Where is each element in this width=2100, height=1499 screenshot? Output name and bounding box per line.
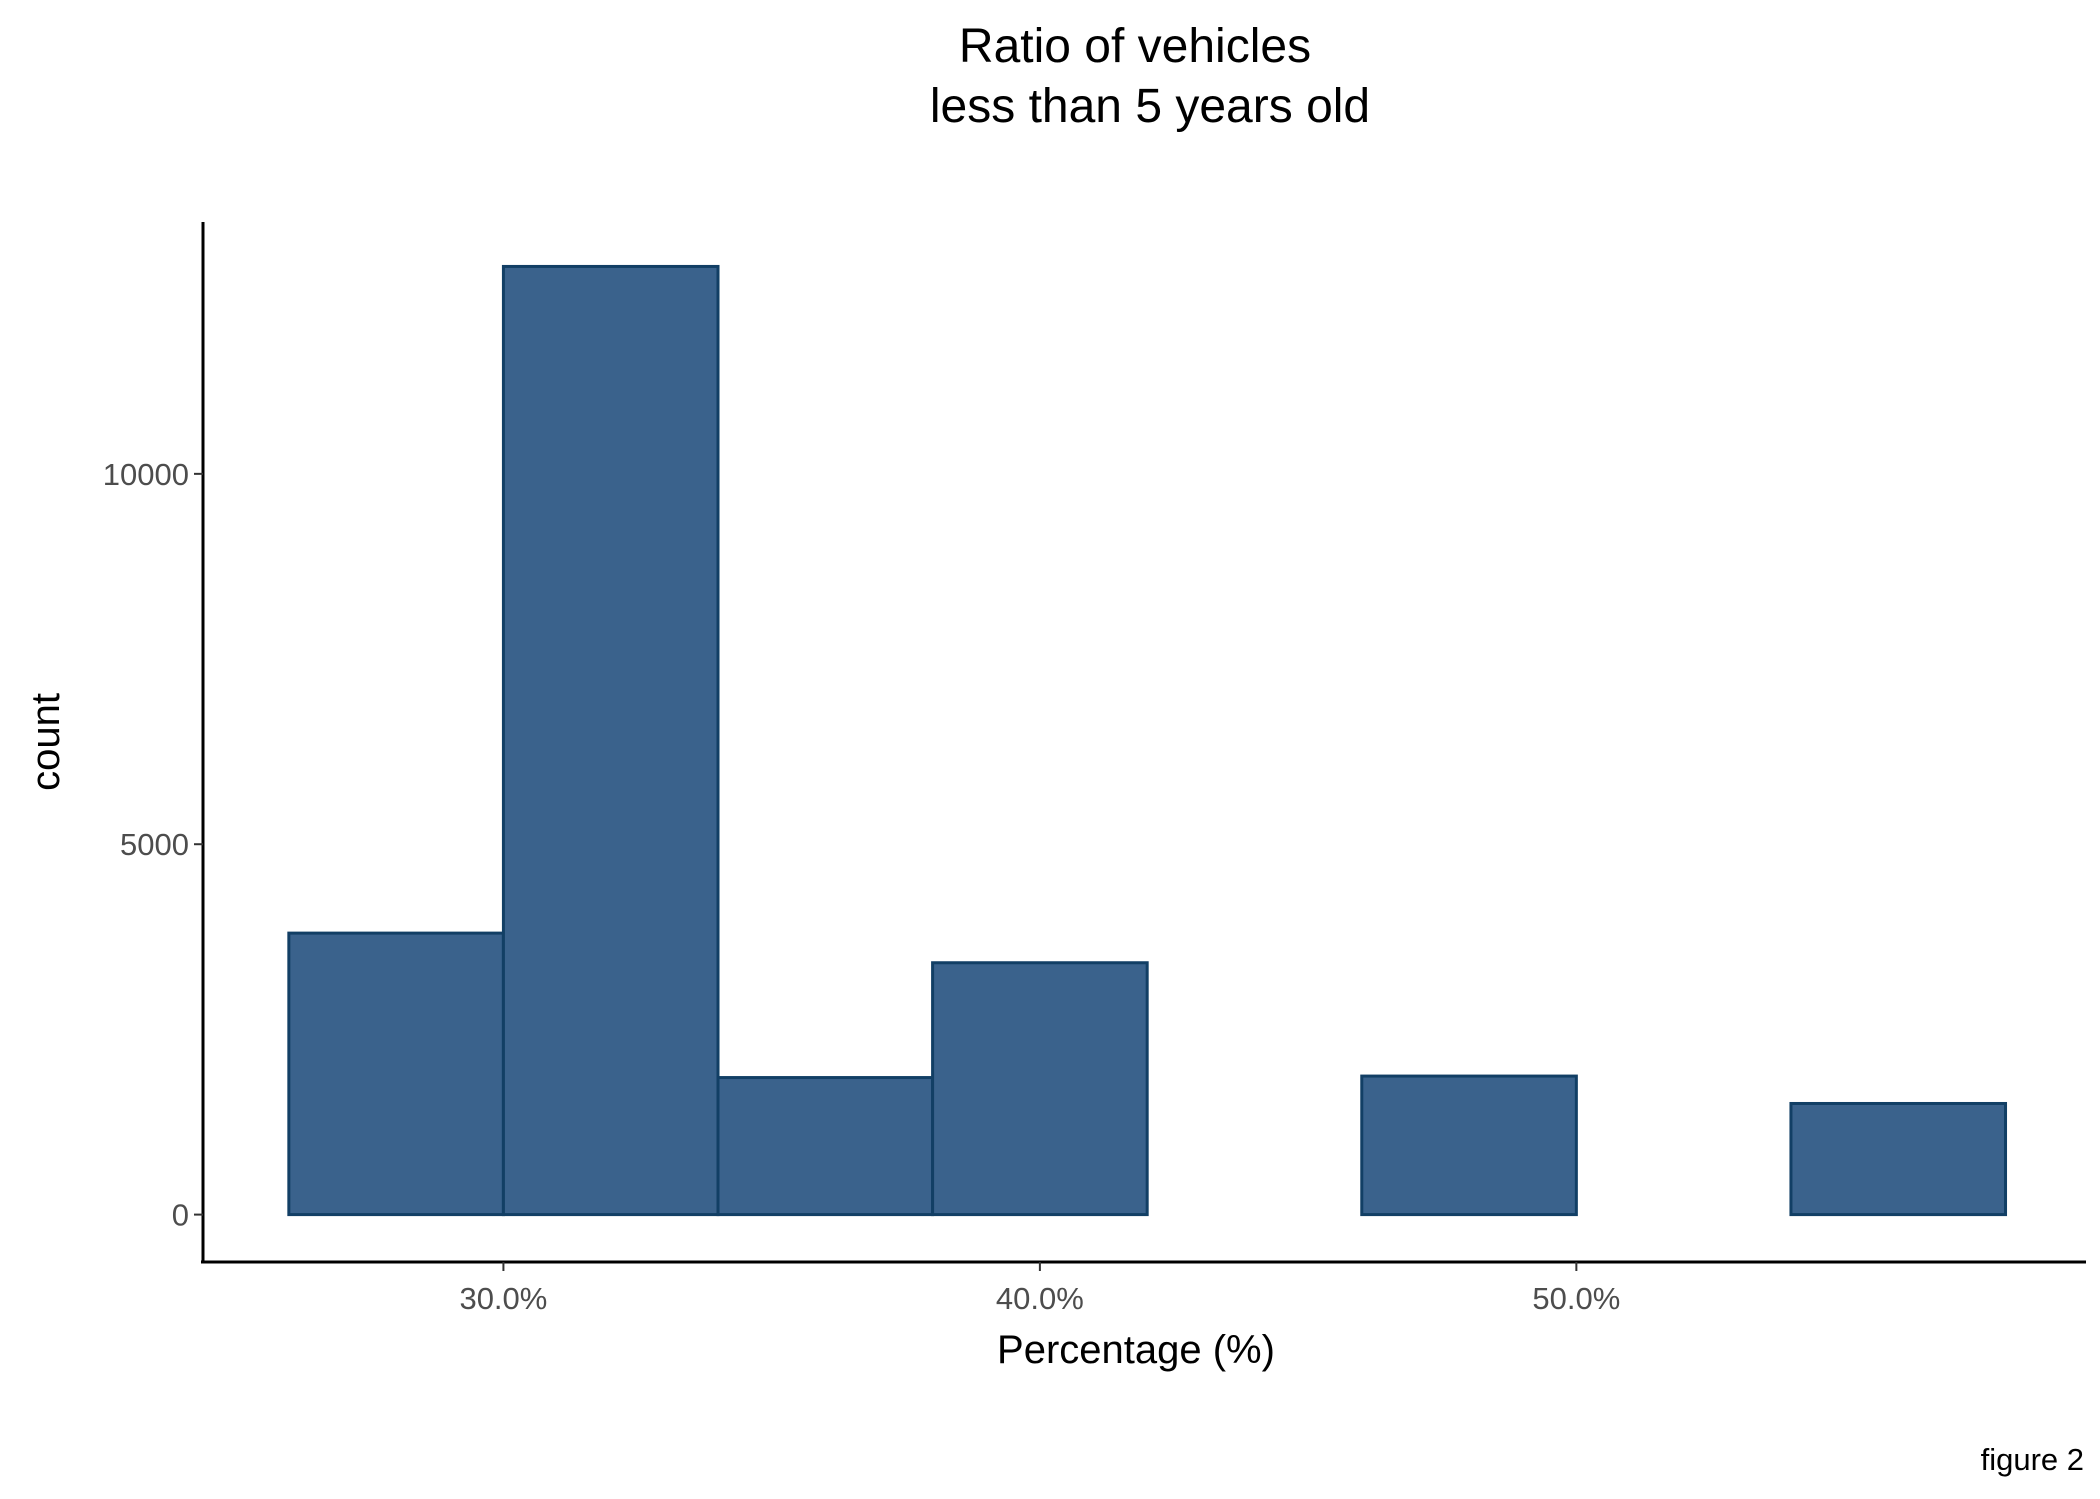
bars-group (287, 264, 2008, 1217)
histogram-bar (931, 961, 1149, 1217)
y-ticks-group: 0 5000 10000 (103, 457, 203, 1233)
y-tick-label: 5000 (120, 827, 189, 862)
figure-caption: figure 2 (1981, 1442, 2084, 1477)
x-tick-label: 30.0% (459, 1281, 547, 1316)
y-tick-label: 0 (172, 1198, 189, 1233)
histogram-bar (501, 264, 720, 1217)
histogram-bar (287, 931, 505, 1217)
histogram-bar (1360, 1074, 1578, 1217)
y-axis-title: count (24, 693, 68, 791)
chart-title-line-1: Ratio of vehicles (959, 20, 1311, 73)
histogram-bar (1789, 1101, 2008, 1217)
x-ticks-group: 30.0% 40.0% 50.0% (459, 1262, 1620, 1316)
chart-title-line-2: less than 5 years old (930, 80, 1370, 133)
x-tick-label: 40.0% (996, 1281, 1084, 1316)
y-tick-label: 10000 (103, 457, 189, 492)
x-axis-title: Percentage (%) (997, 1328, 1275, 1372)
x-tick-label: 50.0% (1532, 1281, 1620, 1316)
histogram-bar (716, 1076, 935, 1217)
